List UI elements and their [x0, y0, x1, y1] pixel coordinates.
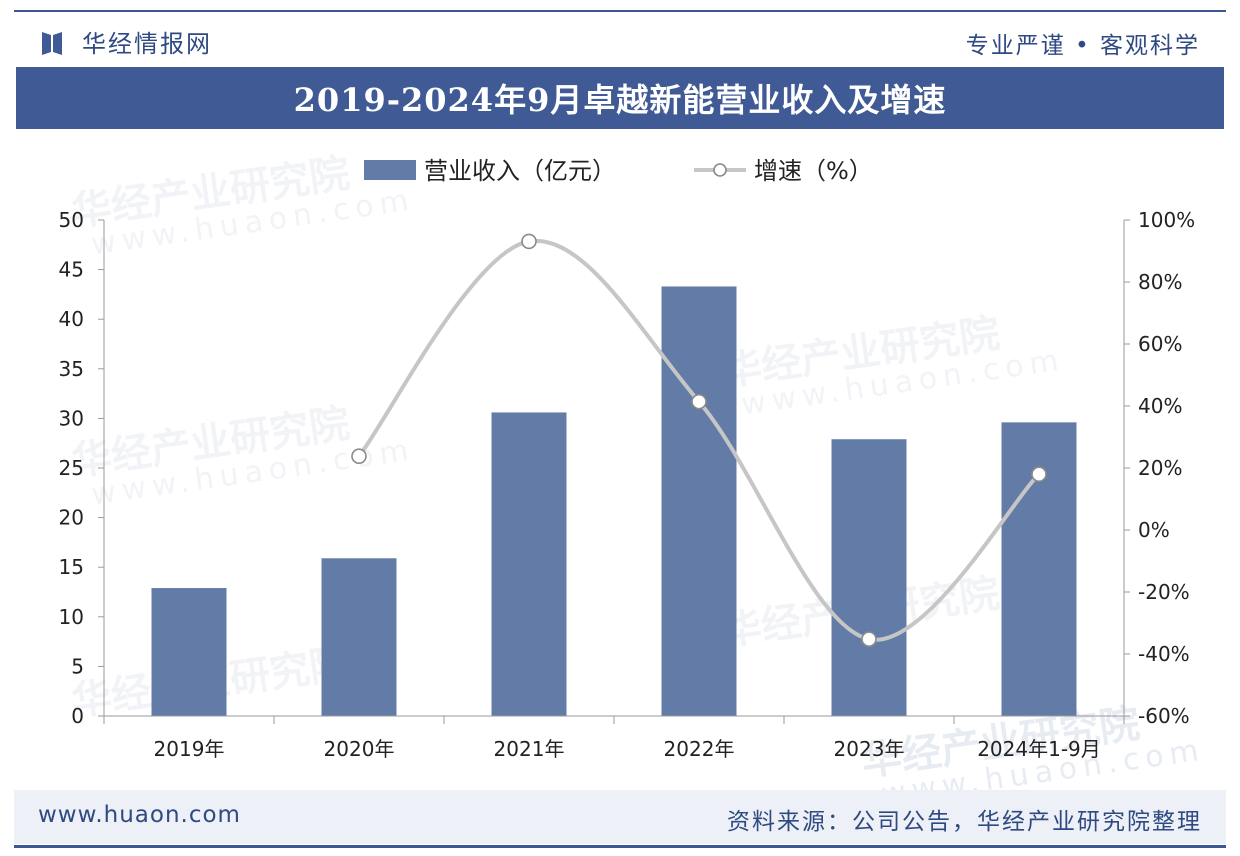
- right-tick-label: 0%: [1138, 518, 1170, 542]
- bar: [321, 558, 397, 716]
- right-tick-label: 20%: [1138, 456, 1182, 480]
- growth-point: [521, 233, 537, 250]
- left-tick-label: 30: [59, 406, 84, 430]
- left-tick-label: 45: [59, 258, 84, 282]
- growth-point: [691, 393, 707, 410]
- left-tick-label: 25: [59, 456, 84, 480]
- footer-source: 资料来源：公司公告，华经产业研究院整理: [727, 809, 1202, 835]
- header: 华经情报网 专业严谨 • 客观科学: [0, 14, 1240, 66]
- right-tick-label: -40%: [1138, 642, 1190, 666]
- x-tick-label: 2023年: [834, 737, 905, 761]
- left-tick-label: 50: [59, 208, 84, 232]
- legend-line-label: 增速（%）: [754, 157, 873, 185]
- bar-series: [151, 286, 1077, 716]
- right-tick-label: 80%: [1138, 270, 1182, 294]
- axes: 0 5 10 15 20 25 30 35 40 45 50 -60% -40% -20% 0% 20% 40%…: [59, 208, 1196, 761]
- left-tick-label: 0: [71, 704, 84, 728]
- right-tick-label: 100%: [1138, 208, 1195, 232]
- x-tick-label: 2021年: [494, 737, 565, 761]
- left-tick-label: 35: [59, 357, 84, 381]
- bar: [151, 588, 227, 716]
- huaon-logo-icon: [42, 31, 62, 55]
- footer: www.huaon.com 资料来源：公司公告，华经产业研究院整理: [14, 790, 1226, 844]
- growth-point: [861, 631, 877, 647]
- x-tick-label: 2020年: [324, 737, 395, 761]
- right-tick-label: -60%: [1138, 704, 1190, 728]
- slogan: 专业严谨 • 客观科学: [965, 33, 1200, 59]
- legend-bar-label: 营业收入（亿元）: [424, 157, 616, 185]
- chart-title: 2019-2024年9月卓越新能营业收入及增速: [293, 81, 947, 119]
- right-tick-label: 40%: [1138, 394, 1182, 418]
- left-tick-label: 5: [71, 654, 84, 678]
- left-tick-label: 20: [59, 506, 84, 530]
- footer-site-url: www.huaon.com: [38, 802, 241, 828]
- left-tick-label: 10: [59, 605, 84, 629]
- growth-line-series: [351, 233, 1047, 647]
- x-tick-label: 2024年1-9月: [977, 737, 1101, 761]
- growth-point: [1031, 466, 1047, 483]
- brand: 华经情报网: [40, 24, 212, 59]
- legend: 营业收入（亿元） 增速（%）: [364, 157, 873, 185]
- growth-point: [351, 448, 367, 465]
- bar: [491, 412, 567, 716]
- x-tick-label: 2022年: [664, 737, 735, 761]
- bar: [661, 286, 737, 716]
- legend-line-marker: [713, 163, 727, 177]
- title-bar: 2019-2024年9月卓越新能营业收入及增速: [16, 67, 1224, 129]
- bottom-frame-line: [14, 845, 1226, 848]
- left-tick-label: 40: [59, 307, 84, 331]
- legend-bar-swatch: [364, 160, 416, 180]
- top-frame-line: [14, 10, 1226, 12]
- chart: 营业收入（亿元） 增速（%） 0 5 10 15 20 25 30 35 40 45 50 -60% -4…: [59, 157, 1196, 761]
- bar: [831, 439, 907, 716]
- right-tick-label: -20%: [1138, 580, 1190, 604]
- x-tick-label: 2019年: [154, 737, 225, 761]
- left-tick-label: 15: [59, 555, 84, 579]
- brand-name: 华经情报网: [82, 30, 212, 58]
- right-tick-label: 60%: [1138, 332, 1182, 356]
